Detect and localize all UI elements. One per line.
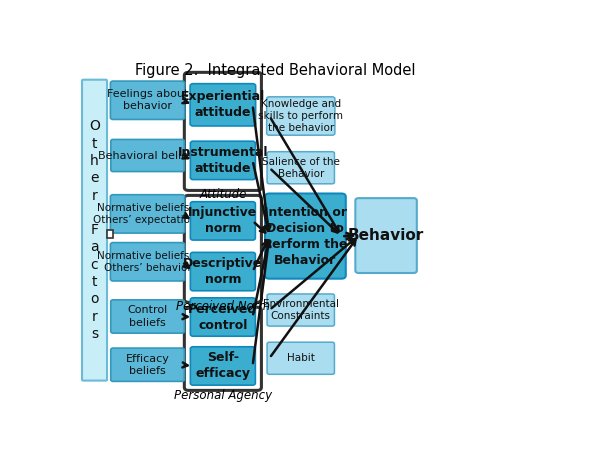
FancyBboxPatch shape [267,294,334,326]
Text: Perceived Norm: Perceived Norm [176,300,270,313]
Text: Intention or
Decision to
Perform the
Behavior: Intention or Decision to Perform the Beh… [263,206,347,266]
FancyBboxPatch shape [111,139,184,172]
FancyBboxPatch shape [111,348,184,381]
Text: O
t
h
e
r

F
a
c
t
o
r
s: O t h e r F a c t o r s [89,119,100,341]
FancyBboxPatch shape [110,195,185,233]
Text: Environmental
Constraints: Environmental Constraints [263,299,339,321]
Text: Feelings about
behavior: Feelings about behavior [107,89,188,112]
Text: Self-
efficacy: Self- efficacy [196,351,250,380]
FancyBboxPatch shape [107,230,113,238]
FancyBboxPatch shape [190,298,256,336]
Text: Figure 2.  Integrated Behavioral Model: Figure 2. Integrated Behavioral Model [136,63,416,78]
FancyBboxPatch shape [190,202,256,240]
FancyBboxPatch shape [266,97,335,135]
FancyBboxPatch shape [355,198,417,273]
Text: Salience of the
Behavior: Salience of the Behavior [262,157,340,179]
FancyBboxPatch shape [190,84,256,126]
Text: Experiential
attitude: Experiential attitude [181,90,265,119]
FancyBboxPatch shape [267,342,334,374]
Text: Injunctive
norm: Injunctive norm [188,207,257,235]
FancyBboxPatch shape [111,300,184,333]
FancyBboxPatch shape [82,80,107,380]
Text: Instrumental
attitude: Instrumental attitude [178,146,268,175]
Text: Control
beliefs: Control beliefs [127,305,167,328]
FancyBboxPatch shape [110,242,185,281]
Text: Attitude: Attitude [199,188,247,202]
Text: Normative beliefs –
Others’ expectations: Normative beliefs – Others’ expectations [93,202,202,225]
FancyBboxPatch shape [190,252,256,291]
Text: Personal Agency: Personal Agency [174,389,272,402]
Text: Behavioral beliefs: Behavioral beliefs [98,151,197,161]
Text: Efficacy
beliefs: Efficacy beliefs [125,354,169,376]
Text: Normative beliefs –
Others’ behavior: Normative beliefs – Others’ behavior [97,251,198,273]
FancyBboxPatch shape [265,193,346,279]
Text: Perceived
control: Perceived control [188,302,257,331]
FancyBboxPatch shape [190,347,256,385]
Text: Descriptive
norm: Descriptive norm [183,257,262,286]
FancyBboxPatch shape [110,81,185,119]
FancyBboxPatch shape [267,152,334,184]
Text: Habit: Habit [287,353,314,363]
Text: Behavior: Behavior [348,228,424,243]
Text: Knowledge and
skills to perform
the behavior: Knowledge and skills to perform the beha… [258,99,343,133]
FancyBboxPatch shape [190,141,256,180]
